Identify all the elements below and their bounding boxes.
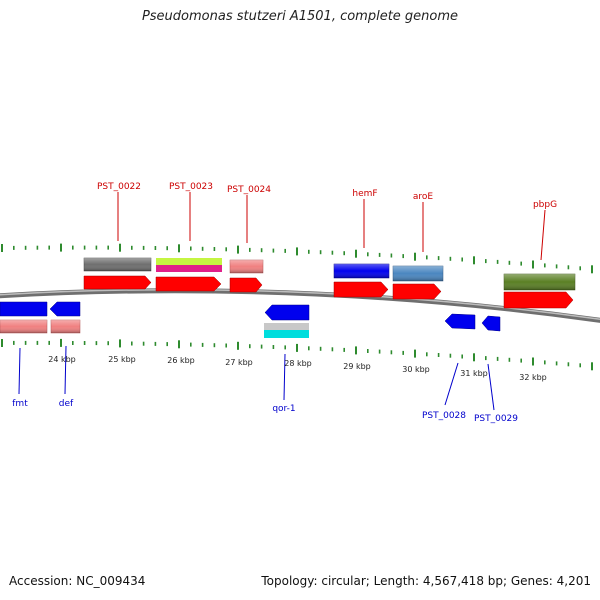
gene-label-PST_0029[interactable]: PST_0029 [474, 414, 518, 424]
scale-label-28kbp: 28 kbp [284, 359, 312, 368]
gene-label-PST_0022[interactable]: PST_0022 [97, 182, 141, 192]
accession-text: Accession: NC_009434 [9, 574, 146, 588]
PST_0023-cds-arrow[interactable] [155, 276, 222, 292]
def-cds-arrow[interactable] [49, 301, 81, 317]
upper-tick-track [1, 243, 593, 274]
scale-label-24kbp: 24 kbp [48, 355, 76, 364]
PST_0029-cds-arrow[interactable] [481, 315, 501, 332]
PST_0022-cds-arrow[interactable] [83, 275, 152, 290]
scale-label-31kbp: 31 kbp [460, 369, 488, 378]
fmt-cds-arrow[interactable] [0, 301, 48, 317]
qor-1-feature-bar-top[interactable] [264, 323, 309, 330]
pbpG-cds-arrow[interactable] [503, 291, 574, 309]
scale-label-32kbp: 32 kbp [519, 373, 547, 382]
PST_0028-cds-arrow[interactable] [444, 313, 476, 330]
PST_0023-feature-bar-top[interactable] [156, 258, 222, 265]
scale-label-26kbp: 26 kbp [167, 356, 195, 365]
topology-summary-text: Topology: circular; Length: 4,567,418 bp… [261, 574, 591, 588]
lower-tick-track [1, 338, 593, 371]
gene-label-hemF[interactable]: hemF [352, 189, 377, 199]
forward-leader-lines [117, 192, 546, 261]
gene-label-PST_0028[interactable]: PST_0028 [422, 411, 466, 421]
reverse-leader-lines [18, 345, 495, 411]
scale-labels: 24 kbp 25 kbp 26 kbp 27 kbp 28 kbp 29 kb… [48, 355, 547, 382]
hemF-cds-arrow[interactable] [333, 281, 389, 298]
genome-backbone-highlight [0, 288, 600, 321]
gene-label-PST_0024[interactable]: PST_0024 [227, 185, 271, 195]
qor-1-cds-arrow[interactable] [264, 304, 310, 321]
scale-label-29kbp: 29 kbp [343, 362, 371, 371]
gene-label-PST_0023[interactable]: PST_0023 [169, 182, 213, 192]
PST_0023-feature-bar-bottom[interactable] [156, 265, 222, 272]
aroE-cds-arrow[interactable] [392, 283, 442, 300]
PST_0024-cds-arrow[interactable] [229, 277, 263, 293]
scale-label-25kbp: 25 kbp [108, 355, 136, 364]
map-title: Pseudomonas stutzeri A1501, complete gen… [141, 9, 459, 24]
gene-label-aroE[interactable]: aroE [413, 192, 434, 202]
scale-label-30kbp: 30 kbp [402, 365, 430, 374]
gene-label-fmt[interactable]: fmt [12, 399, 28, 409]
gene-label-def[interactable]: def [59, 399, 74, 409]
gene-label-qor-1[interactable]: qor-1 [272, 404, 295, 414]
qor-1-feature-bar[interactable] [264, 330, 309, 338]
genome-backbone [0, 288, 600, 323]
gene-label-pbpG[interactable]: pbpG [533, 200, 557, 210]
scale-label-27kbp: 27 kbp [225, 358, 253, 367]
gene-shading [0, 258, 575, 333]
